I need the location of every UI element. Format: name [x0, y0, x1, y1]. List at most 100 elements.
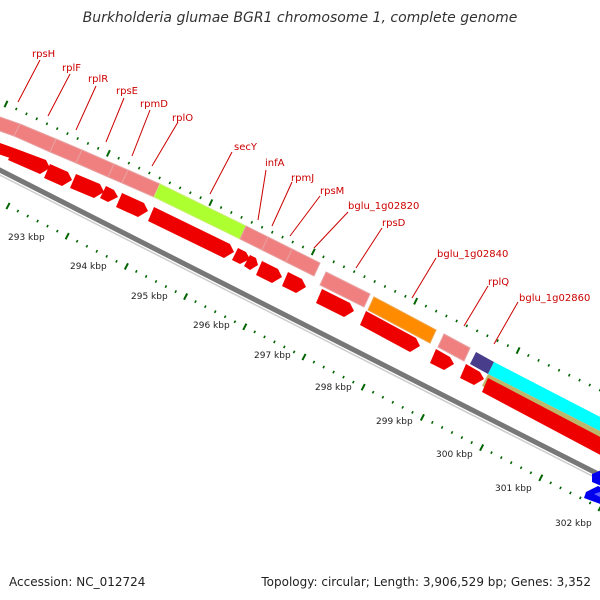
tick-major [597, 505, 600, 512]
tick-minor [96, 146, 100, 150]
cds-arrow [0, 143, 14, 158]
svg-text:rpsM: rpsM [320, 186, 344, 197]
svg-text:rpsE: rpsE [116, 86, 138, 97]
tick-minor [25, 112, 28, 116]
tick-major [183, 293, 189, 301]
tick-minor [250, 220, 254, 224]
svg-text:rplR: rplR [88, 74, 108, 85]
tick-major [105, 149, 111, 157]
tick-minor [342, 265, 346, 269]
outer-tick-marks [3, 100, 600, 392]
blue-feature [592, 470, 600, 486]
tick-minor [404, 294, 407, 298]
tick-minor [332, 370, 335, 374]
tick-minor [424, 304, 428, 308]
tick-minor [263, 335, 266, 339]
tick-minor [578, 496, 582, 500]
tick-minor [588, 383, 592, 387]
tick-minor [253, 330, 257, 334]
tick-major [310, 248, 316, 256]
tick-major [242, 323, 248, 331]
tick-minor [55, 127, 59, 131]
tick-minor [445, 314, 448, 318]
gene-block-rpsM [285, 248, 321, 277]
tick-major [301, 353, 307, 361]
svg-text:rpmJ: rpmJ [291, 173, 314, 184]
tick-minor [95, 249, 99, 253]
svg-text:infA: infA [265, 158, 285, 169]
gene-block-rplF [13, 123, 57, 153]
svg-text:rplQ: rplQ [488, 277, 509, 288]
gene-block-rplO [121, 169, 161, 198]
tick-minor [229, 210, 233, 215]
tick-minor [35, 117, 39, 121]
tick-minor [509, 461, 513, 465]
tick-minor [76, 136, 80, 141]
gene-label-rpmD: rpmD [131, 99, 168, 157]
gene-label-bglu_1g02820: bglu_1g02820 [313, 201, 419, 249]
tick-minor [16, 209, 20, 213]
tick-minor [490, 451, 493, 455]
tick-minor [168, 181, 172, 185]
gene-labels: rpsH rplF rplR rpsE rpmD rplO secY infA [17, 49, 590, 345]
kbp-label: 298 kbp [315, 383, 352, 393]
tick-minor [240, 215, 243, 219]
tick-minor [434, 309, 438, 313]
cds-arrow [282, 272, 306, 293]
tick-minor [260, 225, 264, 229]
tick-major [208, 199, 214, 207]
tick-minor [322, 255, 325, 259]
svg-text:secY: secY [234, 142, 258, 153]
tick-minor [352, 270, 356, 274]
tick-minor [383, 284, 387, 288]
tick-minor [46, 224, 49, 228]
tick-minor [440, 425, 444, 429]
tick-major [479, 444, 485, 452]
gene-block-rpsD [319, 271, 371, 308]
tick-minor [559, 486, 562, 490]
tick-minor [233, 320, 237, 324]
tick-minor [393, 289, 397, 293]
tick-minor [273, 340, 276, 344]
tick-minor [578, 378, 581, 382]
blue-feature [584, 486, 600, 504]
tick-minor [219, 206, 223, 210]
tick-minor [137, 166, 141, 170]
tick-minor [115, 259, 118, 263]
gene-label-rpsE: rpsE [105, 86, 138, 143]
svg-text:rpsD: rpsD [382, 218, 406, 229]
gene-label-rpmJ: rpmJ [271, 173, 314, 227]
tick-minor [371, 390, 375, 394]
tick-minor [26, 214, 30, 218]
kbp-label: 295 kbp [131, 292, 168, 302]
tick-minor [569, 491, 572, 495]
tick-minor [549, 481, 553, 485]
gene-label-rplR: rplR [75, 74, 108, 131]
tick-minor [223, 315, 227, 319]
kbp-label: 301 kbp [495, 484, 532, 494]
tick-major [360, 383, 366, 391]
cds-arrow [430, 349, 454, 370]
tick-minor [36, 219, 39, 223]
cds-arrow [360, 311, 420, 352]
tick-minor [486, 334, 489, 338]
blue-feature [594, 492, 600, 497]
tick-minor [381, 395, 385, 399]
tick-minor [55, 229, 59, 233]
accession-text: Accession: NC_012724 [9, 575, 145, 589]
tick-minor [117, 156, 120, 160]
tick-major [64, 232, 70, 240]
tick-minor [148, 171, 151, 175]
kbp-label: 294 kbp [70, 262, 107, 272]
cds-arrow [316, 289, 354, 317]
tick-minor [66, 132, 69, 136]
kbp-label: 300 kbp [436, 450, 473, 460]
tick-minor [86, 141, 90, 145]
tick-minor [213, 310, 217, 314]
cds-arrow [148, 207, 234, 258]
tick-minor [158, 176, 161, 180]
cds-arrow [232, 248, 250, 264]
tick-minor [281, 235, 284, 239]
tick-major [538, 474, 544, 482]
